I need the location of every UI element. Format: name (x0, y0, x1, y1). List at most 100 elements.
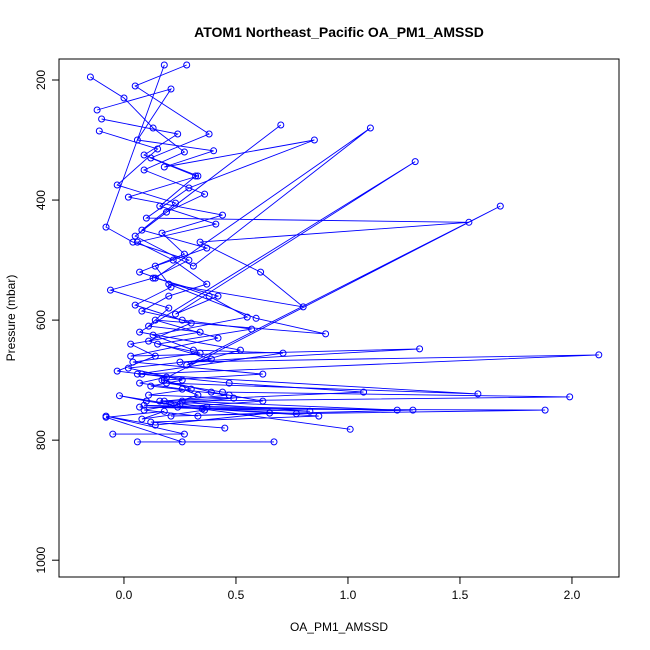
data-point (196, 349, 204, 357)
data-point (180, 250, 188, 258)
data-point (151, 274, 159, 282)
data-point (541, 406, 549, 414)
data-point (196, 328, 204, 336)
data-point (145, 322, 153, 330)
y-axis-label: Pressure (mbar) (4, 275, 18, 362)
data-point (124, 193, 132, 201)
data-point (120, 94, 128, 102)
y-tick-label: 800 (34, 430, 48, 450)
data-point (140, 151, 148, 159)
data-point (136, 328, 144, 336)
data-point (214, 292, 222, 300)
data-point (196, 238, 204, 246)
y-tick-label: 400 (34, 190, 48, 210)
data-point (109, 430, 117, 438)
data-point (411, 158, 419, 166)
data-point (178, 385, 186, 393)
data-point (416, 345, 424, 353)
data-point (113, 181, 121, 189)
data-point (163, 208, 170, 216)
data-point (183, 361, 191, 369)
data-point (127, 340, 135, 348)
data-point (167, 400, 175, 408)
data-point (156, 397, 164, 405)
data-point (187, 385, 195, 393)
data-point (172, 199, 179, 207)
data-point (138, 307, 146, 315)
data-point (145, 337, 153, 345)
data-point (174, 403, 182, 411)
data-point (86, 73, 94, 81)
data-point (187, 319, 195, 327)
data-point (595, 351, 603, 359)
data-point (133, 370, 141, 378)
data-point (194, 412, 202, 420)
data-point (360, 388, 368, 396)
x-tick-label: 1.5 (452, 588, 469, 602)
data-point (201, 406, 209, 414)
data-point (252, 314, 260, 322)
data-point (189, 262, 197, 270)
data-point (315, 412, 323, 420)
data-point (95, 127, 103, 135)
data-point (225, 391, 233, 399)
data-point (192, 172, 200, 180)
x-tick-label: 0.5 (228, 588, 245, 602)
data-point (194, 172, 202, 180)
data-point (201, 190, 209, 198)
data-point (292, 410, 300, 418)
data-point (107, 286, 114, 294)
data-point (185, 256, 193, 264)
data-point (219, 388, 226, 396)
data-point (178, 397, 186, 405)
series-line-6 (105, 64, 274, 443)
data-point (151, 352, 159, 360)
data-point (93, 106, 101, 114)
data-point (174, 130, 182, 138)
data-point (167, 283, 175, 291)
data-point (158, 229, 166, 237)
data-point (310, 136, 318, 144)
y-tick-label: 200 (34, 70, 48, 90)
data-point (102, 413, 110, 421)
data-point (221, 424, 229, 432)
data-point (243, 313, 251, 321)
data-point (127, 352, 135, 360)
chart-title: ATOM1 Northeast_Pacific OA_PM1_AMSSD (194, 24, 484, 40)
data-point (257, 268, 265, 276)
data-point (203, 244, 211, 252)
plot-series (86, 61, 603, 446)
y-tick-label: 1000 (34, 547, 48, 574)
data-point (178, 376, 186, 384)
data-point (149, 124, 157, 132)
data-point (566, 393, 574, 401)
series-line-5 (99, 130, 413, 435)
data-point (131, 301, 139, 309)
data-point (236, 346, 244, 354)
data-point (207, 355, 215, 363)
x-axis: 0.0 0.5 1.0 1.5 2.0 (116, 577, 581, 602)
data-point (346, 425, 354, 433)
data-point (165, 304, 173, 312)
data-point (149, 274, 157, 282)
data-point (180, 430, 188, 438)
data-point (160, 61, 168, 69)
x-tick-label: 1.0 (340, 588, 357, 602)
data-point (129, 238, 137, 246)
data-point (172, 310, 179, 318)
data-point (322, 330, 330, 338)
y-tick-label: 600 (34, 310, 48, 330)
data-point (147, 382, 155, 390)
data-point (496, 202, 504, 210)
plot-frame (58, 58, 620, 578)
data-point (203, 280, 211, 288)
data-point (207, 388, 215, 396)
data-point (133, 238, 141, 246)
data-point (129, 358, 137, 366)
series-line-3 (96, 88, 599, 408)
data-point (156, 202, 164, 210)
data-point (178, 438, 186, 446)
data-point (138, 226, 146, 234)
data-point (154, 145, 162, 153)
